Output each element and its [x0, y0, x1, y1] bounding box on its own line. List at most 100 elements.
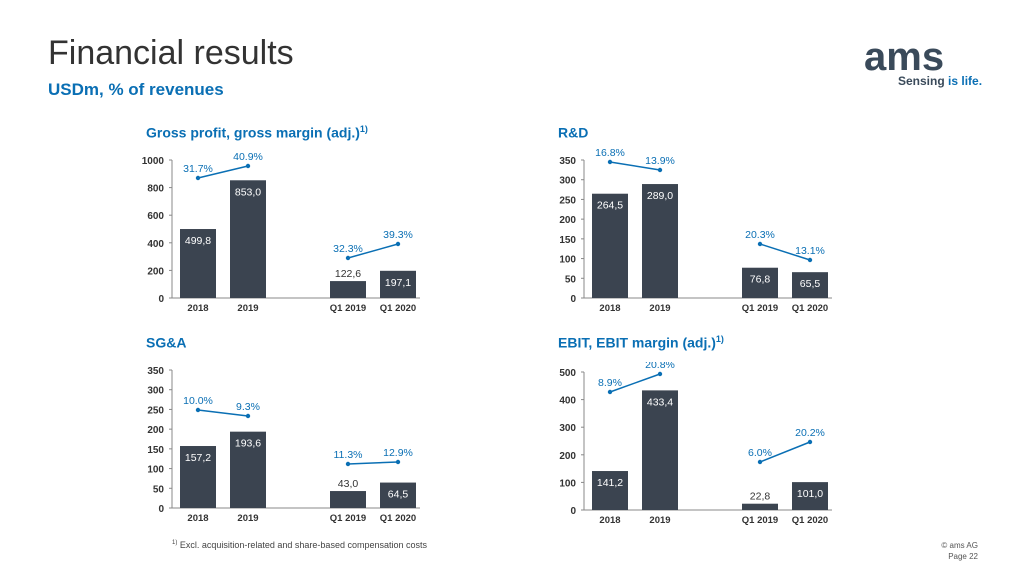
y-tick-label: 0 [158, 504, 164, 515]
bar [180, 229, 216, 298]
margin-line [609, 373, 661, 393]
gross-profit-chart: 1000 800 600 400 200 0 499,8 2018 853,0 2019 122,6… [142, 151, 420, 314]
logo-tagline-accent: is life. [948, 74, 983, 88]
y-tick-label: 400 [147, 239, 164, 250]
chart-title-text: R&D [558, 124, 589, 141]
ams-logo: ams [864, 36, 944, 79]
y-tick-label: 350 [147, 366, 164, 377]
y-tick-label: 200 [147, 425, 164, 436]
bar [642, 184, 678, 298]
y-tick-label: 150 [147, 445, 164, 456]
margin-label: 11.3% [334, 449, 363, 461]
page-subtitle: USDm, % of revenues [48, 80, 224, 99]
x-tick-label: 2018 [187, 513, 208, 524]
x-tick-label: Q1 2020 [792, 303, 828, 314]
margin-line [759, 441, 811, 463]
y-tick-label: 200 [147, 266, 164, 277]
x-tick-label: 2018 [187, 303, 208, 314]
margin-point [757, 241, 763, 247]
y-tick-label: 600 [147, 211, 164, 222]
y-tick-label: 50 [565, 274, 577, 285]
margin-point [807, 257, 813, 263]
sga-chart: 350 300 250 200 150 100 50 0 157,2 2018 193,6 2019 4… [147, 366, 420, 524]
y-tick-label: 100 [559, 478, 576, 489]
margin-point [395, 241, 401, 247]
y-tick-label: 0 [570, 294, 576, 305]
margin-label: 6.0% [748, 447, 772, 459]
x-tick-label: Q1 2019 [330, 303, 366, 314]
chart-title-sup: 1) [359, 124, 368, 134]
margin-point [195, 407, 201, 413]
margin-line [197, 409, 249, 417]
footnote-mark: 1) [172, 540, 178, 546]
footnote-text: Excl. acquisition-related and share-base… [179, 540, 427, 550]
y-tick-label: 1000 [142, 156, 165, 167]
y-tick-label: 300 [559, 423, 576, 434]
bar-value-label: 157,2 [185, 452, 211, 464]
margin-point [757, 459, 763, 465]
chart-title-rnd: R&D [558, 124, 588, 141]
x-tick-label: 2019 [649, 515, 670, 526]
bar-value-label: 264,5 [597, 200, 623, 212]
y-tick-label: 0 [570, 506, 576, 517]
margin-label: 20.8% [645, 362, 675, 371]
bar [742, 267, 778, 298]
x-tick-label: 2018 [599, 303, 620, 314]
margin-label: 10.0% [183, 395, 213, 407]
y-tick-label: 100 [147, 465, 164, 476]
x-tick-label: Q1 2019 [742, 515, 778, 526]
x-tick-label: Q1 2020 [792, 515, 828, 526]
bar-value-label: 22,8 [750, 491, 771, 503]
x-tick-label: 2019 [649, 303, 670, 314]
x-tick-label: Q1 2020 [380, 513, 416, 524]
margin-line [609, 161, 661, 171]
bar [742, 503, 778, 510]
margin-point [607, 389, 613, 395]
bar [592, 193, 628, 298]
margin-label: 20.2% [795, 427, 825, 439]
margin-point [345, 255, 351, 261]
rnd-chart: 350 300 250 200 150 100 50 0 264,5 2018 289,0 2019 7… [559, 148, 832, 314]
bar-value-label: 433,4 [647, 396, 673, 408]
margin-label: 16.8% [595, 148, 625, 159]
bar [792, 482, 828, 510]
y-tick-label: 200 [559, 215, 576, 226]
y-tick-label: 350 [559, 156, 576, 167]
bar [330, 281, 366, 298]
y-tick-label: 250 [147, 405, 164, 416]
bar-value-label: 289,0 [647, 190, 673, 202]
y-tick-label: 100 [559, 255, 576, 266]
bar-value-label: 141,2 [597, 477, 623, 489]
margin-label: 39.3% [383, 229, 413, 241]
footnote: 1) Excl. acquisition-related and share-b… [172, 540, 427, 550]
x-tick-label: Q1 2019 [330, 513, 366, 524]
bar-value-label: 197,1 [385, 277, 411, 289]
copyright: © ams AG [941, 541, 978, 550]
margin-label: 13.9% [645, 155, 675, 167]
bar-value-label: 64,5 [388, 489, 409, 501]
page-number: Page 22 [948, 552, 978, 561]
y-tick-label: 300 [559, 176, 576, 187]
logo-tagline-prefix: Sensing [898, 74, 949, 88]
logo-text: ams [864, 36, 944, 79]
margin-line [197, 165, 249, 179]
chart-title-text: Gross profit, gross margin (adj.) [146, 124, 360, 141]
margin-point [245, 163, 251, 169]
margin-line [347, 461, 399, 465]
y-tick-label: 800 [147, 184, 164, 195]
x-tick-label: 2019 [237, 303, 258, 314]
margin-point [395, 459, 401, 465]
margin-point [195, 175, 201, 181]
bar-value-label: 65,5 [800, 278, 821, 290]
y-tick-label: 0 [158, 294, 164, 305]
bar [380, 270, 416, 298]
y-tick-label: 200 [559, 451, 576, 462]
y-tick-label: 150 [559, 235, 576, 246]
margin-point [245, 413, 251, 419]
margin-label: 40.9% [233, 151, 263, 163]
bar [330, 491, 366, 508]
bar-value-label: 853,0 [235, 186, 261, 198]
bar-value-label: 43,0 [338, 478, 359, 490]
margin-label: 9.3% [236, 401, 260, 413]
bar [642, 390, 678, 510]
